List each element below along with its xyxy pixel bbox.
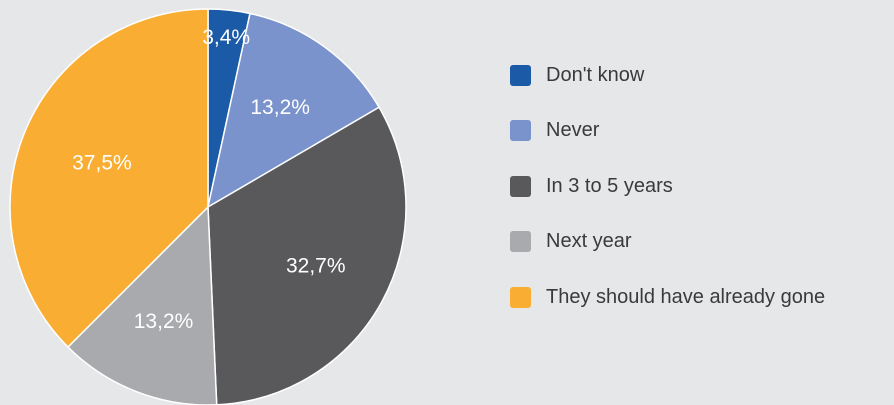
pie-slice-in-3-to-5-years xyxy=(207,106,407,405)
legend-swatch xyxy=(510,286,531,308)
legend-swatch xyxy=(510,175,531,197)
pie-slice-they-should-have-already-gone xyxy=(9,8,209,348)
legend-item: Don't know xyxy=(510,61,825,89)
pie-slice-value-label: 3,4% xyxy=(202,26,250,49)
legend-swatch xyxy=(510,120,531,141)
legend-item: They should have already gone xyxy=(510,283,825,311)
legend-label: Never xyxy=(546,119,600,141)
pie-slice-value-label: 32,7% xyxy=(286,254,346,277)
legend-item: Next year xyxy=(510,228,825,256)
pie-slice-value-label: 13,2% xyxy=(134,310,194,333)
legend-label: In 3 to 5 years xyxy=(546,174,673,197)
pie-slice-value-label: 37,5% xyxy=(72,152,132,175)
pie-slice-value-label: 13,2% xyxy=(250,96,310,119)
legend-label: Next year xyxy=(546,230,632,252)
chart-legend: Don't know Never In 3 to 5 years Next year T… xyxy=(510,61,825,339)
legend-item: In 3 to 5 years xyxy=(510,172,825,200)
legend-item: Never xyxy=(510,117,825,145)
legend-label: They should have already gone xyxy=(546,285,826,308)
legend-swatch xyxy=(510,231,531,252)
pie-slice-never xyxy=(207,12,380,208)
legend-swatch xyxy=(510,64,531,86)
legend-label: Don't know xyxy=(546,63,645,86)
